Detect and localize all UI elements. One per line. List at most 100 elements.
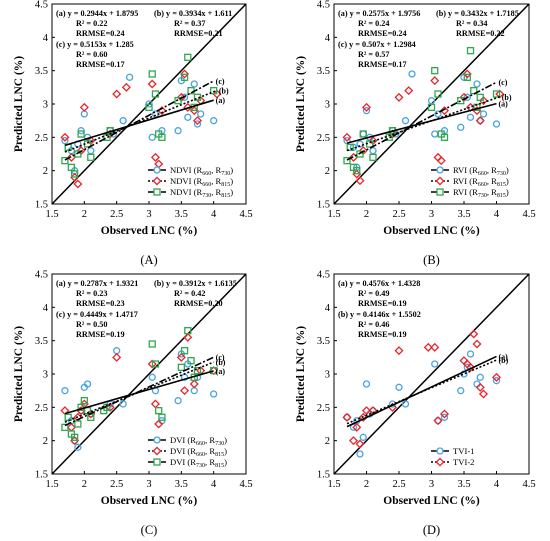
equation-annotation: (c) y = 0.4449x + 1.4717 [56,310,138,319]
x-tick-label: 1.5 [327,209,340,220]
data-point-circle [356,140,364,148]
y-tick-label: 3.5 [317,66,330,77]
fit-line-label: (b) [502,93,512,102]
data-point-circle [479,110,488,118]
equation-annotation: RRMSE=0.17 [76,60,125,69]
fit-line [64,89,218,153]
equation-annotation: RRMSE=0.21 [174,29,223,38]
data-point-circle [466,350,475,358]
equation-annotation: R² = 0.42 [174,289,205,298]
data-point-circle [210,117,218,125]
y-tick-label: 1.5 [35,470,48,481]
data-point-diamond [430,76,440,86]
y-tick-label: 2.5 [35,133,48,144]
data-point-square [353,167,361,175]
data-point-circle [356,450,364,458]
data-point-circle [343,137,351,145]
legend-entry: NDVI (R660, R730) [170,165,233,177]
panel-caption: (C) [141,523,158,537]
data-point-square [184,53,192,61]
data-point-square [193,367,202,375]
y-tick-label: 4.5 [317,0,330,11]
data-point-square [180,73,189,81]
legend-marker-circle [153,436,161,444]
data-point-square [476,93,484,101]
legend-entry: RVI (R660, R730) [453,165,509,177]
x-tick-label: 4.5 [522,209,535,220]
legend-marker-diamond [152,176,162,186]
legend-entry: DVI (R660, R730) [170,435,227,447]
y-tick-label: 4 [43,303,49,314]
data-point-diamond [183,102,193,112]
data-point-square [151,360,160,368]
x-tick-label: 2 [364,479,369,490]
legend-entry: NDVI (R660, R815) [170,176,233,188]
legend-entry: TVI-2 [453,457,474,467]
fit-line-label: (a) [216,367,226,376]
data-point-square [155,407,163,415]
data-point-square [356,150,364,158]
x-tick-label: 3 [146,479,151,490]
data-point-diamond [342,412,352,422]
data-point-diamond [180,69,190,79]
x-tick-label: 4.5 [239,209,252,220]
legend-entry: NDVI (R730, R815) [170,187,233,199]
data-point-square [457,97,465,105]
data-point-diamond [475,382,485,392]
data-point-diamond [348,436,359,446]
equation-annotation: R² = 0.24 [358,19,389,28]
data-point-square [77,130,85,138]
y-axis-label: Predicted LNC (%) [295,56,307,152]
x-tick-label: 4 [211,209,217,220]
equation-annotation: RRMSE=0.24 [358,29,407,38]
y-axis-label: Predicted LNC (%) [13,326,25,422]
y-tick-label: 1.5 [35,200,48,211]
legend-entry: RVI (R660, R815) [453,176,509,188]
equation-annotation: RRMSE=0.19 [76,330,125,339]
data-point-circle [184,113,192,121]
data-point-diamond [112,89,122,99]
data-point-diamond [60,132,70,142]
data-point-diamond [147,79,157,89]
data-point-circle [74,443,82,451]
legend-marker-circle [153,166,161,174]
fit-line [346,81,497,161]
legend-marker-square [436,188,444,196]
data-point-circle [125,73,134,81]
panel-b: 1.5 2 2.5 3 3.5 4 4.5 1.5 2 2.5 3 3.5 4 4.5 Observed L… [295,0,536,267]
panel-a: 1.5 2 2.5 3 3.5 4 4.5 1.5 2 2.5 3 3.5 4 4.5 Observed L… [13,0,253,267]
equation-annotation: RRMSE=0.17 [358,60,407,69]
data-point-square [431,67,439,75]
one-to-one-line [51,273,247,475]
fit-line-label: (a) [499,352,509,361]
x-axis-label: Observed LNC (%) [101,495,198,507]
fit-line [64,356,215,427]
y-tick-label: 2 [325,436,330,447]
y-tick-label: 3.5 [35,66,48,77]
data-point-circle [457,123,465,131]
data-point-diamond [404,86,414,96]
data-point-diamond [462,69,472,79]
y-tick-label: 4.5 [317,270,330,281]
y-axis-label: Predicted LNC (%) [295,326,307,422]
data-point-square [158,133,166,141]
data-point-circle [440,413,449,421]
data-point-circle [190,387,198,395]
data-point-circle [362,380,371,388]
equation-annotation: RRMSE=0.23 [76,299,125,308]
data-point-diamond [212,89,222,99]
data-point-square [193,93,202,101]
data-point-diamond [121,82,131,92]
equation-annotation: R² = 0.50 [76,320,107,329]
data-point-diamond [73,179,83,189]
data-point-diamond [478,389,489,399]
data-point-circle [119,117,127,125]
y-tick-label: 2.5 [317,133,330,144]
data-point-square [70,433,79,441]
panel-c: 1.5 2 2.5 3 3.5 4 4.5 1.5 2 2.5 3 3.5 4 4.5 Observed L… [13,270,253,538]
y-tick-label: 2.5 [35,403,48,414]
x-tick-label: 4 [494,209,500,220]
data-point-diamond [472,339,482,349]
x-tick-label: 1.5 [45,479,58,490]
data-point-square [466,47,475,55]
